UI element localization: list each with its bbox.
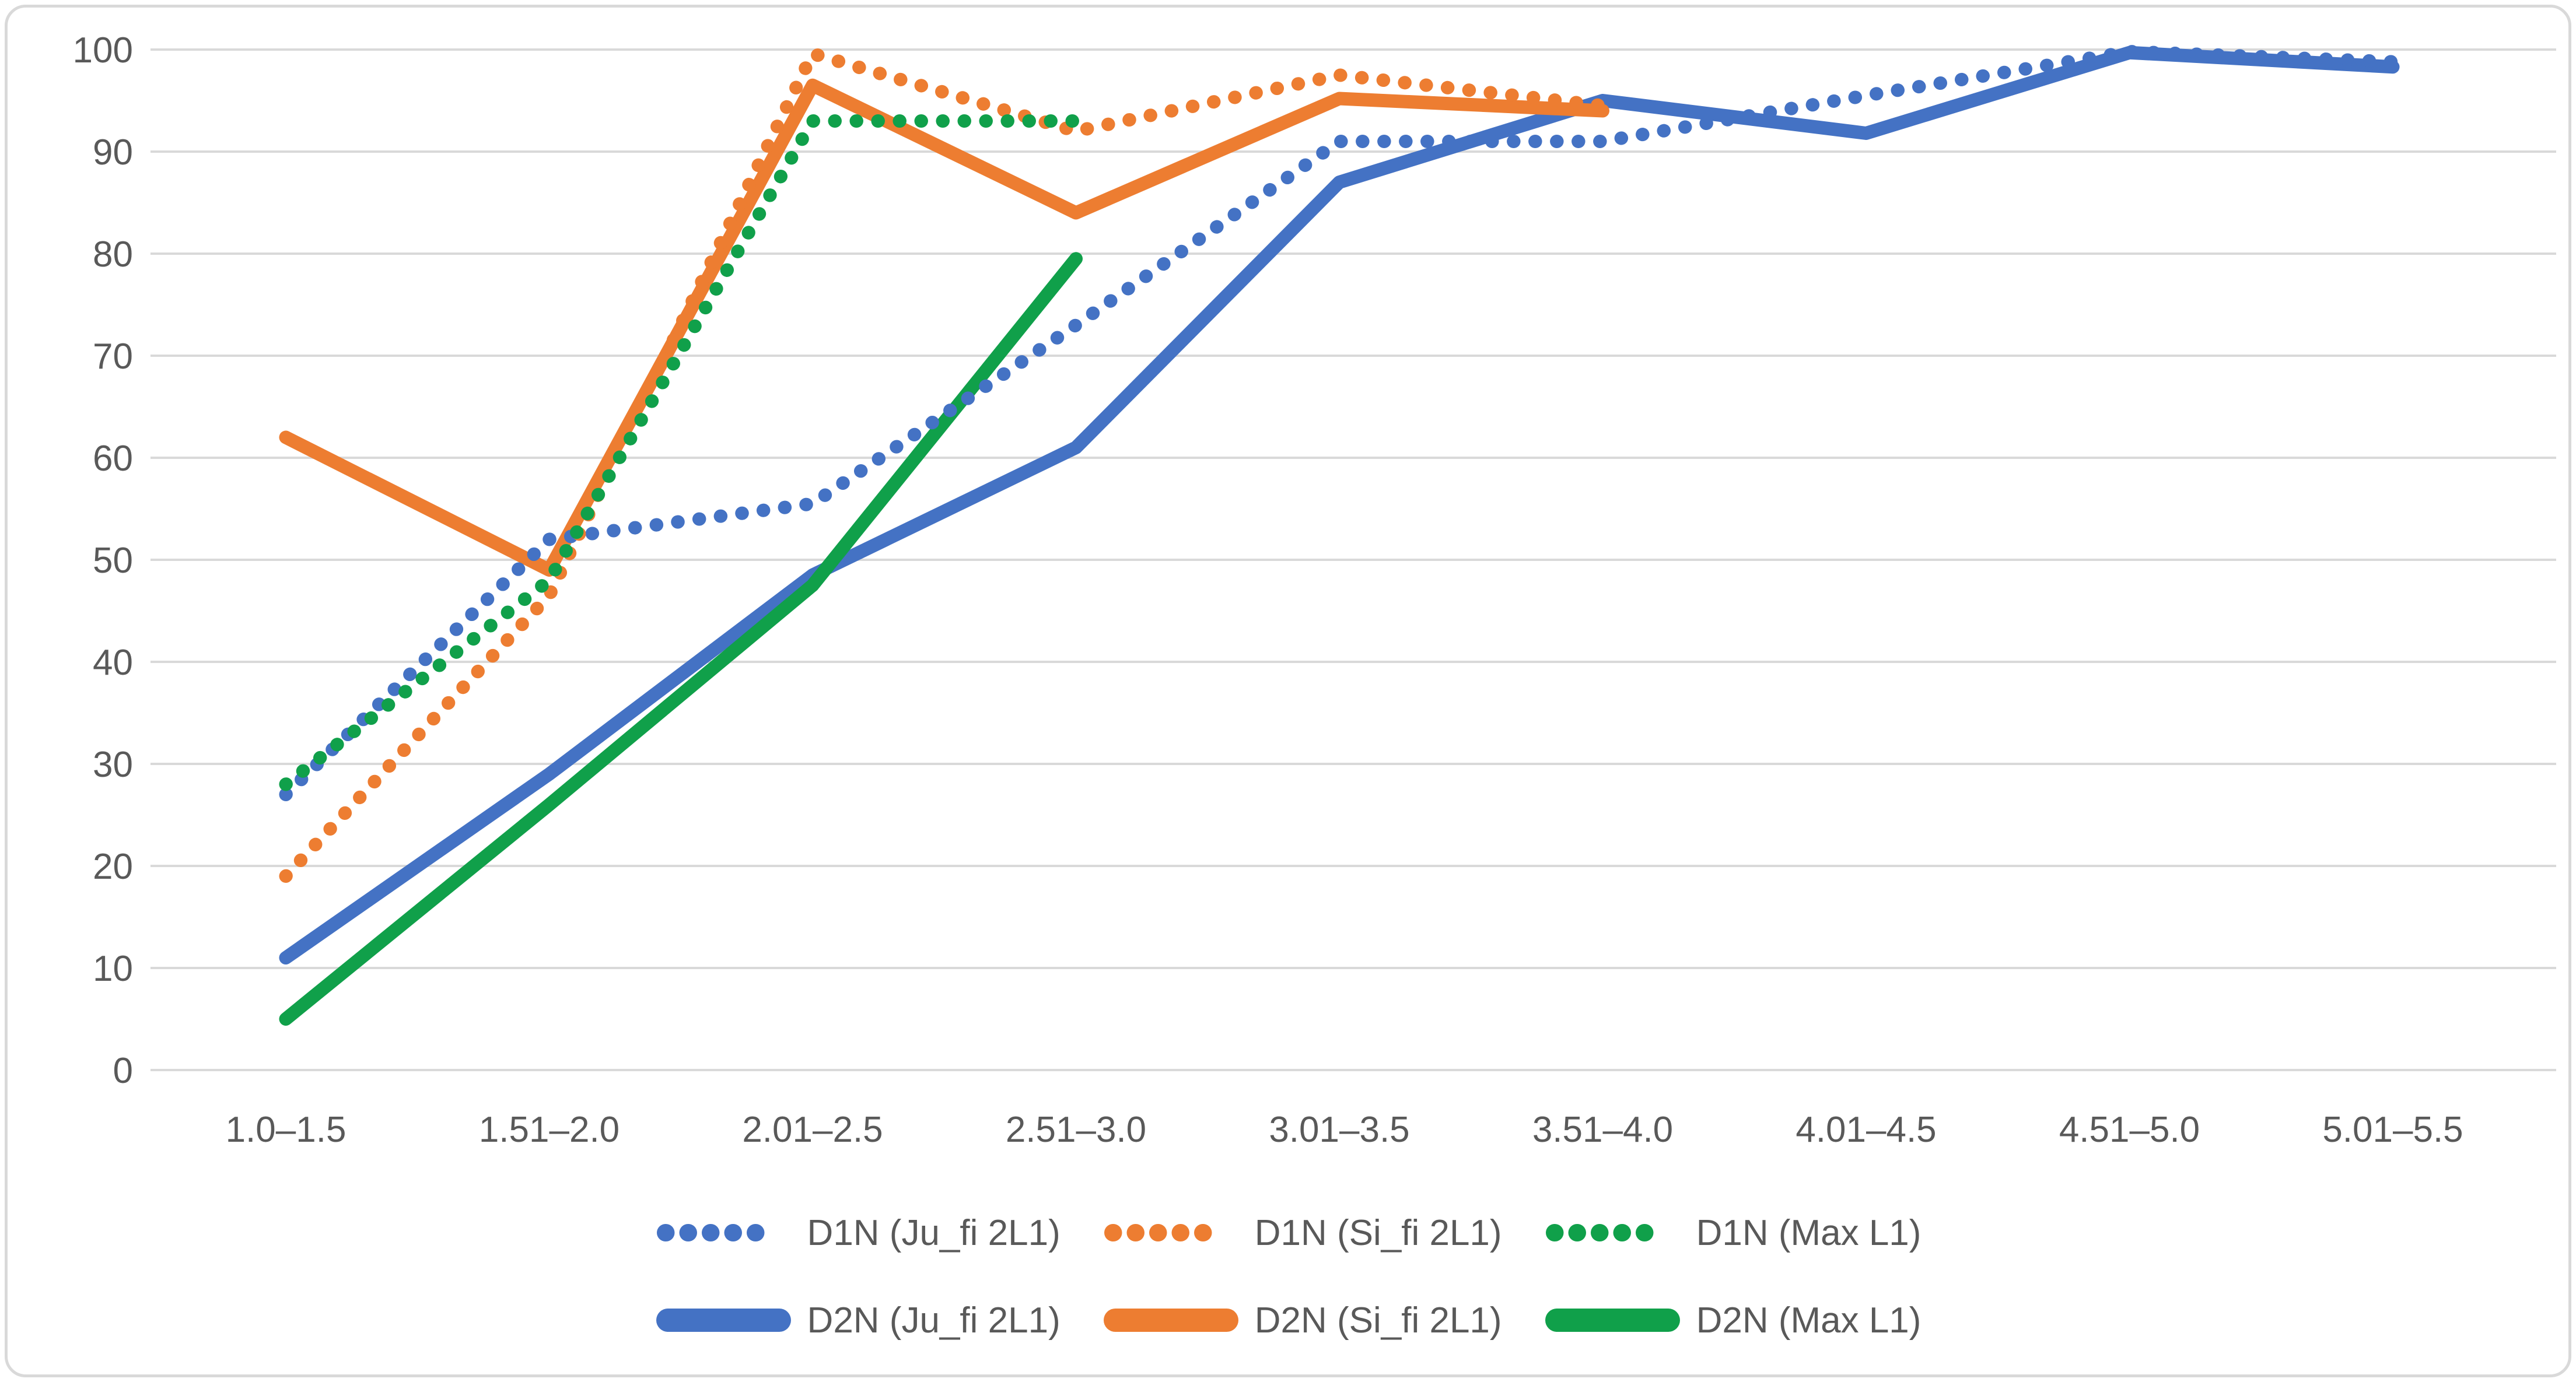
legend-item: D1N (Ju_fi 2L1) xyxy=(655,1212,1060,1254)
x-axis-tick-label: 3.51–4.0 xyxy=(1532,1110,1673,1150)
legend-row-d2n: D2N (Ju_fi 2L1) D2N (Si_fi 2L1) D2N (Max… xyxy=(0,1296,2576,1345)
legend-row-d1n: D1N (Ju_fi 2L1) D1N (Si_fi 2L1) D1N (Max… xyxy=(0,1208,2576,1257)
y-axis-tick-label: 20 xyxy=(93,847,133,887)
series-line-D2N-solid xyxy=(279,78,1609,577)
series-line-D2N-solid xyxy=(279,45,2400,964)
series-line-D1N-dotted xyxy=(279,45,2400,801)
legend-swatch-solid-green xyxy=(1545,1309,1680,1332)
series-line-D1N-dotted xyxy=(279,47,1609,883)
legend-swatch-dotted-orange xyxy=(1104,1224,1234,1241)
legend-label: D1N (Ju_fi 2L1) xyxy=(807,1212,1060,1253)
legend-label: D2N (Ju_fi 2L1) xyxy=(807,1300,1060,1341)
legend-label: D1N (Max L1) xyxy=(1696,1212,1922,1253)
series-line-D1N-dotted xyxy=(279,114,1083,791)
series-line-D2N-solid xyxy=(279,252,1083,1026)
x-axis-tick-label: 5.01–5.5 xyxy=(2322,1110,2463,1150)
legend-item: D1N (Max L1) xyxy=(1544,1212,1922,1254)
legend-label: D2N (Max L1) xyxy=(1696,1300,1922,1341)
x-axis-tick-label: 3.01–3.5 xyxy=(1269,1110,1409,1150)
x-axis-tick-label: 1.51–2.0 xyxy=(479,1110,620,1150)
legend-swatch-solid-blue xyxy=(656,1309,791,1332)
legend-swatch-solid-orange xyxy=(1103,1309,1238,1332)
legend-label: D2N (Si_fi 2L1) xyxy=(1254,1300,1502,1341)
y-axis-tick-label: 60 xyxy=(93,439,133,479)
y-axis-tick-label: 10 xyxy=(93,949,133,989)
legend-label: D1N (Si_fi 2L1) xyxy=(1254,1212,1502,1253)
legend-item: D2N (Max L1) xyxy=(1544,1300,1922,1341)
y-axis-tick-label: 80 xyxy=(93,234,133,275)
y-axis-tick-label: 30 xyxy=(93,745,133,785)
legend-swatch-dotted-blue xyxy=(656,1224,786,1241)
y-axis-tick-label: 0 xyxy=(113,1051,133,1091)
x-axis-tick-label: 2.01–2.5 xyxy=(742,1110,883,1150)
legend-swatch-dotted-green xyxy=(1545,1224,1675,1241)
y-axis-tick-label: 50 xyxy=(93,541,133,581)
x-axis-tick-label: 4.51–5.0 xyxy=(2059,1110,2200,1150)
x-axis-tick-label: 2.51–3.0 xyxy=(1006,1110,1146,1150)
y-axis-tick-label: 100 xyxy=(73,30,133,71)
legend-item: D1N (Si_fi 2L1) xyxy=(1102,1212,1502,1254)
legend-item: D2N (Si_fi 2L1) xyxy=(1102,1300,1502,1341)
legend-item: D2N (Ju_fi 2L1) xyxy=(655,1300,1060,1341)
x-axis-tick-label: 4.01–4.5 xyxy=(1796,1110,1936,1150)
y-axis-tick-label: 70 xyxy=(93,336,133,377)
y-axis-tick-label: 90 xyxy=(93,132,133,173)
x-axis-tick-label: 1.0–1.5 xyxy=(226,1110,346,1150)
y-axis-tick-label: 40 xyxy=(93,643,133,683)
